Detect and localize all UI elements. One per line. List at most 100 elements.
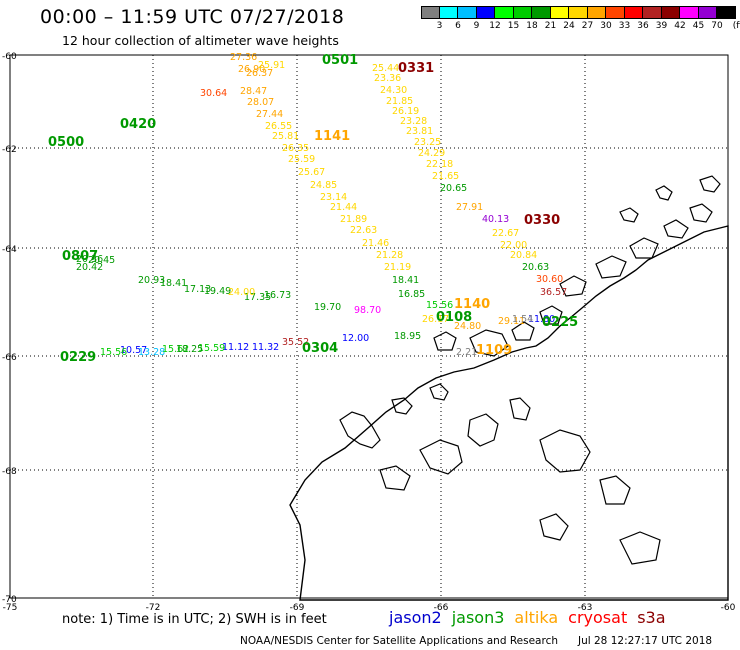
pass-time-label: 1109 — [476, 343, 512, 358]
wave-height-label: 26.35 — [282, 143, 309, 154]
wave-height-label: 25.81 — [272, 131, 299, 142]
longitude-label: -69 — [290, 603, 305, 613]
color-scale-cell — [717, 6, 736, 19]
wave-height-label: 21.19 — [384, 262, 411, 273]
wave-height-label: 28.47 — [240, 86, 267, 97]
wave-height-label: 11.32 — [252, 342, 279, 353]
color-scale-cell — [569, 6, 588, 19]
longitude-label: -75 — [3, 603, 18, 613]
wave-height-label: 23.28 — [400, 116, 427, 127]
color-scale-label: 18 — [526, 21, 538, 31]
color-scale-label: 33 — [618, 21, 631, 31]
wave-height-label: 24.85 — [310, 180, 337, 191]
color-scale-unit: (ft) — [732, 21, 740, 31]
wave-height-label: 20.84 — [510, 250, 537, 261]
wave-height-label: 40.13 — [482, 214, 509, 225]
wave-height-label: 23.36 — [374, 73, 401, 84]
color-scale-label: 42 — [674, 21, 686, 31]
pass-time-label: 0420 — [120, 117, 156, 132]
color-scale-cell — [495, 6, 514, 19]
wave-height-label: 2.21 — [456, 347, 477, 358]
wave-height-label: 30.60 — [536, 274, 563, 285]
wave-height-label: 22.00 — [500, 240, 527, 251]
latitude-label: -64 — [2, 245, 17, 255]
color-scale-cell — [661, 6, 680, 19]
wave-height-label: 27.36 — [230, 52, 257, 63]
wave-height-label: 22.67 — [492, 228, 519, 239]
wave-height-label: 15.56 — [426, 300, 453, 311]
color-scale-cell — [680, 6, 699, 19]
wave-height-label: 98.70 — [354, 305, 381, 316]
color-scale-cell — [550, 6, 569, 19]
pass-time-label: 0331 — [398, 61, 434, 76]
color-scale-cell — [624, 6, 643, 19]
wave-height-label: 17.13 — [184, 284, 211, 295]
pass-time-label: 0330 — [524, 213, 560, 228]
wave-height-label: 10.57 — [120, 345, 147, 356]
axis-labels: -60 -62 -64 -66 -68 -70-75 -72 -69 -66 -63 -60 — [2, 52, 736, 613]
wave-height-label: 27.91 — [456, 202, 483, 213]
color-scale-cell — [513, 6, 532, 19]
pass-time-label: 0229 — [60, 350, 96, 365]
wave-height-label: 35.52 — [282, 337, 309, 348]
satellite-legend-entry: s3a — [637, 608, 666, 627]
wave-height-label: 22.63 — [350, 225, 377, 236]
wave-height-label: 36.57 — [540, 287, 567, 298]
pass-time-label: 0225 — [542, 315, 578, 330]
wave-height-label: 26.90 — [238, 64, 265, 75]
color-scale-label: 3 — [436, 21, 443, 31]
color-scale-cell — [421, 6, 440, 19]
pass-time-label: 0501 — [322, 53, 358, 68]
wave-height-label: 21.46 — [362, 238, 389, 249]
wave-height-label: 29.11 — [498, 316, 525, 327]
color-scale-label: 12 — [489, 21, 501, 31]
wave-height-label: 19.49 — [204, 286, 231, 297]
longitude-label: -60 — [721, 603, 736, 613]
color-scale-label: 24 — [563, 21, 575, 31]
wave-height-label: 24.00 — [228, 287, 255, 298]
color-scale-label: 30 — [600, 21, 612, 31]
color-scale-bar — [421, 6, 736, 19]
latitude-label: -62 — [2, 145, 17, 155]
footer-note: note: 1) Time is in UTC; 2) SWH is in fe… — [62, 612, 327, 627]
latitude-label: -68 — [2, 467, 17, 477]
wave-height-label: 30.64 — [200, 88, 227, 99]
wave-height-label: 23.81 — [406, 126, 433, 137]
latitude-label: -70 — [2, 595, 17, 605]
color-scale-label: 15 — [507, 21, 520, 31]
wave-height-label: 21.85 — [386, 96, 413, 107]
latitude-label: -60 — [2, 52, 17, 62]
color-scale-cell — [458, 6, 477, 19]
color-scale-label: 6 — [455, 21, 461, 31]
wave-height-label: 21.28 — [376, 250, 403, 261]
wave-height-label: 18.41 — [392, 275, 419, 286]
wave-height-label: 24.29 — [418, 148, 445, 159]
map-frame — [9, 54, 729, 599]
lat-lon-grid — [9, 54, 729, 599]
wave-height-label: 20.63 — [522, 262, 549, 273]
pass-time-label: 1141 — [314, 129, 350, 144]
wave-height-label: 23.25 — [414, 137, 441, 148]
longitude-label: -63 — [578, 603, 593, 613]
satellite-legend: jason2 jason3 altika cryosat s3a — [389, 608, 666, 627]
wave-height-label: 16.85 — [398, 289, 425, 300]
color-scale-cell — [643, 6, 662, 19]
credits: NOAA/NESDIS Center for Satellite Applica… — [240, 635, 558, 647]
satellite-legend-entry: jason2 — [389, 608, 442, 627]
wave-height-label: 25.44 — [372, 63, 399, 74]
wave-height-label: 27.44 — [256, 109, 283, 120]
wave-height-label: 21.65 — [432, 171, 459, 182]
wave-height-label: 24.30 — [380, 85, 407, 96]
wave-height-label: 1.54 — [512, 314, 533, 325]
wave-height-label: 24.80 — [454, 321, 481, 332]
pass-time-label: 0500 — [48, 135, 84, 150]
wave-height-label: 25.91 — [258, 60, 285, 71]
map-title: 00:00 – 11:59 UTC 07/27/2018 — [40, 6, 345, 28]
color-scale-label: 70 — [711, 21, 723, 31]
color-scale-label: 39 — [655, 21, 668, 31]
color-scale-label: 45 — [692, 21, 705, 31]
